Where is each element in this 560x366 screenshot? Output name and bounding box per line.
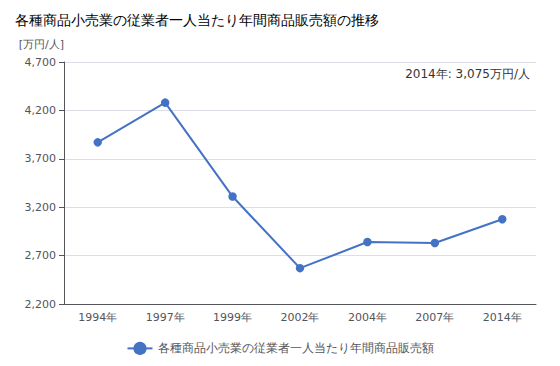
- svg-text:2002年: 2002年: [281, 311, 320, 324]
- svg-text:3,200: 3,200: [25, 201, 57, 214]
- svg-text:2007年: 2007年: [415, 311, 454, 324]
- svg-text:1997年: 1997年: [146, 311, 185, 324]
- svg-text:2004年: 2004年: [348, 311, 387, 324]
- svg-text:1999年: 1999年: [213, 311, 252, 324]
- svg-text:各種商品小売業の従業者一人当たり年間商品販売額: 各種商品小売業の従業者一人当たり年間商品販売額: [158, 341, 434, 355]
- svg-text:2,200: 2,200: [25, 298, 57, 311]
- svg-text:4,700: 4,700: [25, 56, 57, 69]
- svg-text:各種商品小売業の従業者一人当たり年間商品販売額の推移: 各種商品小売業の従業者一人当たり年間商品販売額の推移: [15, 12, 379, 28]
- svg-text:4,200: 4,200: [25, 104, 57, 117]
- svg-text:1994年: 1994年: [78, 311, 117, 324]
- svg-text:2,700: 2,700: [25, 249, 57, 262]
- svg-text:[万円/人]: [万円/人]: [19, 38, 64, 51]
- svg-text:2014年: 3,075万円/人: 2014年: 3,075万円/人: [405, 67, 530, 81]
- svg-text:3,700: 3,700: [25, 152, 57, 165]
- svg-text:2014年: 2014年: [483, 311, 522, 324]
